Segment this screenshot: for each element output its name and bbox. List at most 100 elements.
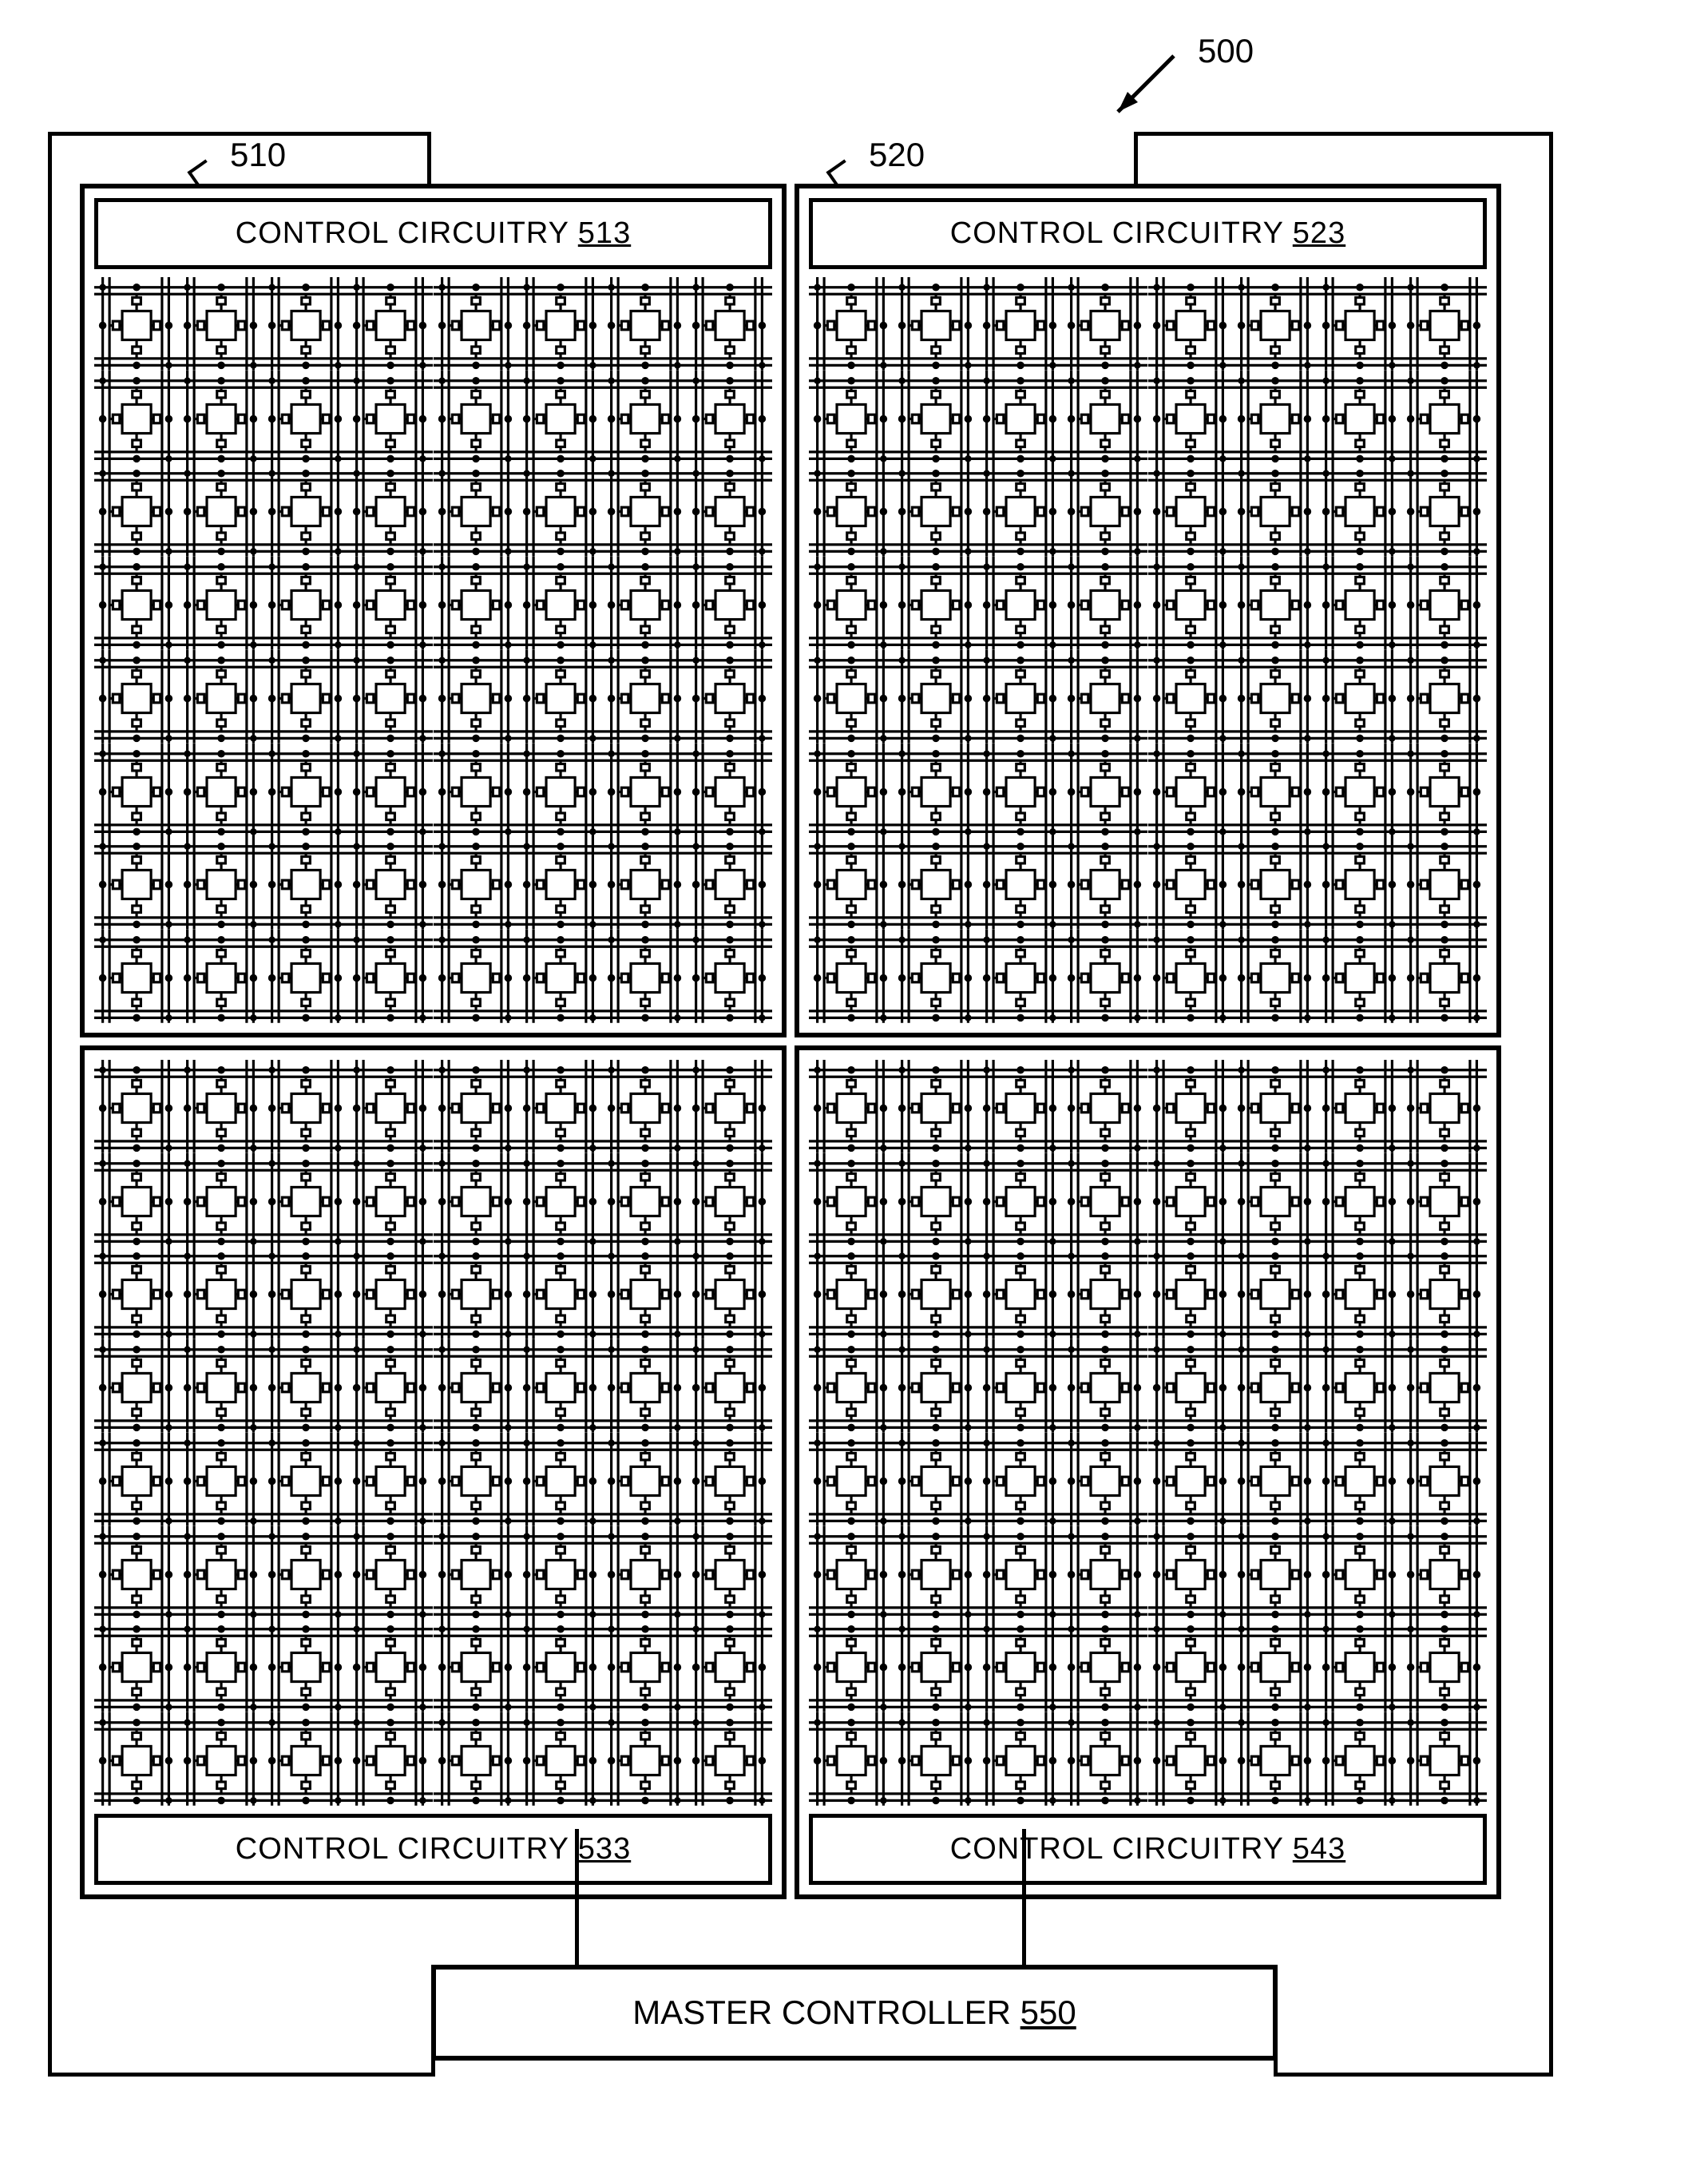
logic-cell [179,277,264,371]
logic-cell [94,1339,179,1433]
logic-cell [94,1433,179,1526]
wire-513-c [48,132,52,2077]
logic-cell [978,930,1063,1023]
logic-cell [688,1433,772,1526]
logic-cell [978,744,1063,837]
logic-cell [264,1060,348,1153]
logic-cell [1233,1339,1318,1433]
logic-cell [978,836,1063,930]
logic-cell [518,463,603,557]
logic-cell [688,277,772,371]
logic-cell [894,650,978,744]
logic-cell [1318,650,1402,744]
logic-cell [348,1153,433,1247]
logic-cell [1148,1060,1233,1153]
logic-cell [1402,930,1487,1023]
logic-cell [518,1433,603,1526]
logic-cell [894,1339,978,1433]
logic-cell [1402,836,1487,930]
logic-cell [518,1246,603,1339]
logic-cell [434,1060,518,1153]
logic-cell [603,371,688,464]
logic-cell [688,1526,772,1620]
logic-cell [1318,930,1402,1023]
logic-cell [1148,1246,1233,1339]
logic-cell [1233,744,1318,837]
logic-array-540 [809,1060,1487,1806]
logic-cell [1318,371,1402,464]
logic-cell [809,1433,894,1526]
panel-520: CONTROL CIRCUITRY 523 [795,184,1501,1037]
logic-cell [978,1060,1063,1153]
logic-cell [1063,371,1147,464]
logic-cell [1318,1060,1402,1153]
logic-cell [518,650,603,744]
logic-cell [94,557,179,650]
logic-cell [603,1712,688,1806]
logic-array-530 [94,1060,772,1806]
logic-cell [94,463,179,557]
logic-cell [1148,1712,1233,1806]
logic-cell [603,1433,688,1526]
control-circuitry-523: CONTROL CIRCUITRY 523 [809,198,1487,269]
logic-cell [434,930,518,1023]
logic-array-510 [94,277,772,1023]
logic-cell [1063,1153,1147,1247]
logic-cell [688,1153,772,1247]
logic-cell [603,1339,688,1433]
logic-cell [518,1153,603,1247]
logic-cell [809,836,894,930]
logic-cell [809,1153,894,1247]
quadrant-wrap: CONTROL CIRCUITRY 513 [80,184,1501,1829]
logic-cell [809,1712,894,1806]
logic-cell [978,650,1063,744]
logic-cell [978,1433,1063,1526]
logic-cell [894,836,978,930]
logic-cell [688,1712,772,1806]
logic-cell [1318,557,1402,650]
logic-cell [1318,1526,1402,1620]
logic-cell [434,1153,518,1247]
logic-cell [1063,1060,1147,1153]
logic-cell [603,930,688,1023]
logic-cell [264,1619,348,1712]
logic-cell [348,1060,433,1153]
logic-cell [688,650,772,744]
logic-cell [688,744,772,837]
logic-cell [1402,1246,1487,1339]
logic-cell [348,463,433,557]
logic-cell [179,371,264,464]
logic-cell [894,1526,978,1620]
logic-cell [1233,650,1318,744]
logic-cell [348,1433,433,1526]
control-circuitry-543: CONTROL CIRCUITRY 543 [809,1814,1487,1885]
logic-cell [179,930,264,1023]
logic-cell [1148,277,1233,371]
logic-cell [809,744,894,837]
logic-cell [809,1060,894,1153]
wire-523-a [1274,2013,1278,2077]
logic-cell [1233,463,1318,557]
wire-523-b [1274,2073,1553,2077]
logic-cell [264,1246,348,1339]
logic-cell [978,371,1063,464]
logic-cell [434,836,518,930]
wire-513-b [48,2073,435,2077]
logic-cell [1148,1153,1233,1247]
ref-520: 520 [869,136,925,174]
logic-cell [1318,836,1402,930]
logic-cell [1148,836,1233,930]
logic-cell [94,1619,179,1712]
logic-cell [688,1246,772,1339]
logic-cell [1318,1339,1402,1433]
logic-cell [264,650,348,744]
logic-cell [978,1246,1063,1339]
logic-cell [264,371,348,464]
logic-cell [264,744,348,837]
wire-523-c [1549,132,1553,2077]
logic-cell [94,650,179,744]
logic-cell [894,557,978,650]
logic-cell [179,463,264,557]
logic-cell [1402,1712,1487,1806]
logic-cell [1063,1339,1147,1433]
